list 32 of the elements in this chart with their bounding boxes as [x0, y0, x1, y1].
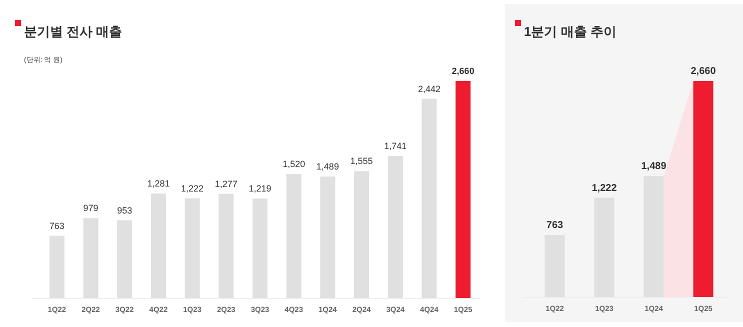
- bar: [150, 193, 166, 298]
- data-label: 1,277: [214, 178, 238, 189]
- data-label: 1,281: [147, 178, 170, 188]
- bar: [184, 198, 200, 298]
- data-label: 1,222: [592, 182, 618, 194]
- bar: [49, 236, 64, 298]
- data-label: 1,489: [316, 162, 339, 172]
- bar: [286, 174, 302, 298]
- data-label: 1,489: [641, 161, 667, 172]
- data-label: 2,442: [418, 84, 440, 94]
- data-label: 1,222: [181, 183, 204, 194]
- bar: [422, 98, 437, 298]
- data-label: 2,660: [690, 66, 716, 77]
- data-label: 1,520: [282, 159, 306, 169]
- data-label: 763: [49, 220, 64, 231]
- bar: [388, 156, 403, 298]
- chart-title: 1분기 매출 추이: [524, 24, 616, 39]
- bar: [456, 81, 471, 298]
- bar: [354, 171, 370, 298]
- bar: [252, 198, 268, 298]
- data-label: 953: [117, 205, 132, 216]
- bar: [83, 218, 98, 298]
- data-label: 979: [83, 203, 98, 214]
- data-label: 1,219: [248, 184, 272, 194]
- data-label: 1,741: [384, 140, 407, 151]
- data-label: 763: [546, 220, 564, 232]
- data-label: 2,660: [452, 66, 474, 76]
- bar: [218, 194, 234, 298]
- data-label: 1,555: [350, 156, 373, 166]
- chart-title: 분기별 전사 매출: [24, 24, 122, 39]
- bar: [320, 176, 336, 298]
- bar: [117, 220, 132, 298]
